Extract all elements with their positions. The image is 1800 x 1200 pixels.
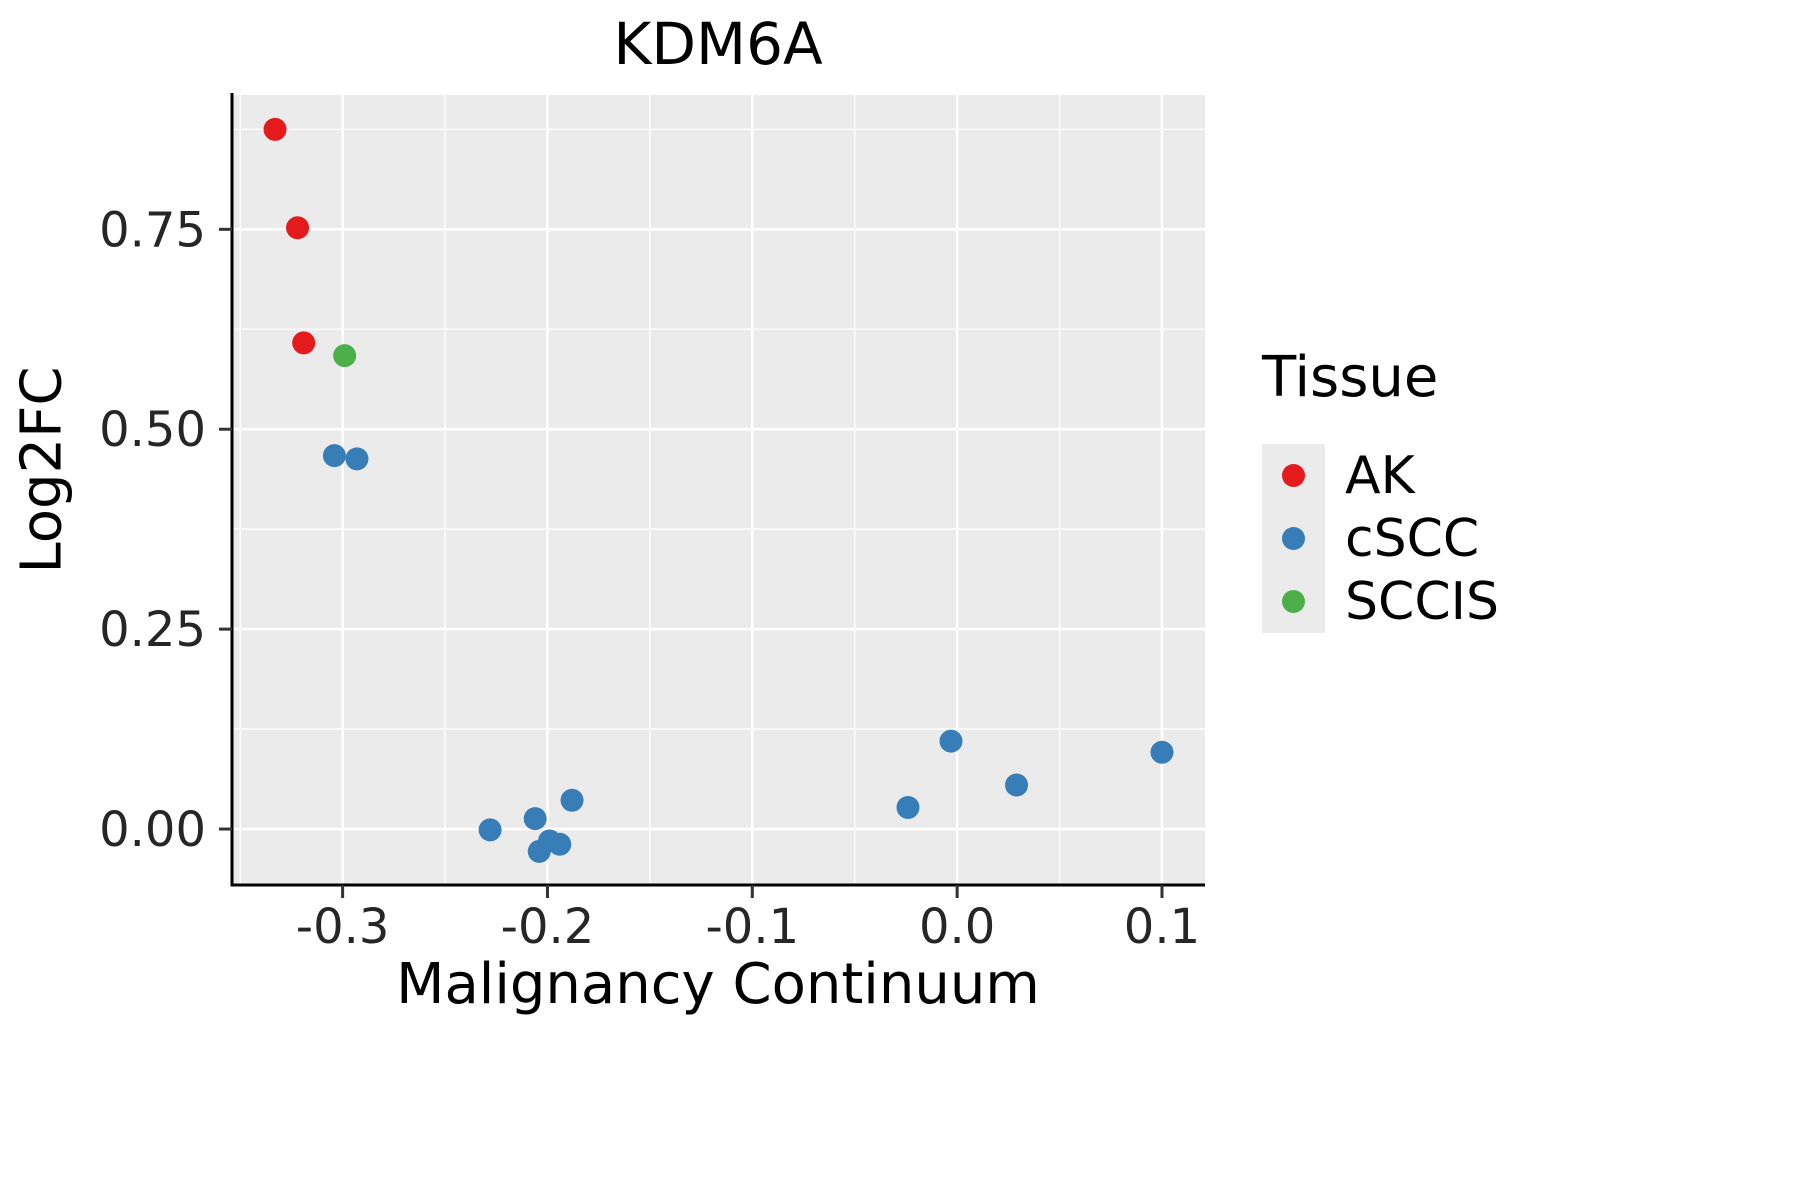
- legend-title: Tissue: [1262, 345, 1439, 410]
- legend-label: cSCC: [1345, 508, 1480, 569]
- data-point-cscc: [345, 447, 369, 471]
- y-tick-label: 0.75: [99, 202, 206, 258]
- data-point-cscc: [322, 444, 346, 468]
- data-point-cscc: [523, 807, 547, 831]
- x-tick-label: -0.1: [705, 899, 799, 955]
- legend-key: [1262, 570, 1325, 633]
- data-point-cscc: [478, 818, 502, 842]
- data-point-cscc: [1150, 740, 1174, 764]
- y-tick-label: 0.00: [99, 802, 206, 858]
- chart-title: KDM6A: [613, 10, 823, 78]
- legend-key: [1262, 444, 1325, 507]
- data-point-sccis: [333, 344, 357, 368]
- data-point-cscc: [1005, 773, 1029, 797]
- x-tick-label: 0.1: [1124, 899, 1200, 955]
- legend-key: [1262, 507, 1325, 570]
- legend-item-ak: AK: [1262, 444, 1499, 507]
- data-point-cscc: [560, 788, 584, 812]
- x-tick-label: -0.2: [501, 899, 595, 955]
- legend-item-sccis: SCCIS: [1262, 570, 1499, 633]
- legend: Tissue AK cSCC SCCIS: [1262, 345, 1499, 633]
- legend-item-cscc: cSCC: [1262, 507, 1499, 570]
- ak-dot-icon: [1282, 464, 1305, 487]
- legend-items: AK cSCC SCCIS: [1262, 444, 1499, 633]
- data-point-ak: [292, 331, 316, 355]
- data-point-cscc: [939, 729, 963, 753]
- sccis-dot-icon: [1282, 590, 1305, 613]
- data-point-cscc: [548, 832, 572, 856]
- x-axis-label: Malignancy Continuum: [396, 952, 1040, 1017]
- cscc-dot-icon: [1282, 527, 1305, 550]
- legend-label: SCCIS: [1345, 571, 1499, 632]
- legend-label: AK: [1345, 445, 1415, 506]
- x-tick-label: -0.3: [296, 899, 390, 955]
- x-tick-label: 0.0: [919, 899, 995, 955]
- data-point-cscc: [896, 795, 920, 819]
- data-point-ak: [286, 216, 310, 240]
- data-point-ak: [263, 117, 287, 141]
- panel-background: [232, 95, 1205, 885]
- y-tick-label: 0.25: [99, 602, 206, 658]
- y-tick-label: 0.50: [99, 402, 206, 458]
